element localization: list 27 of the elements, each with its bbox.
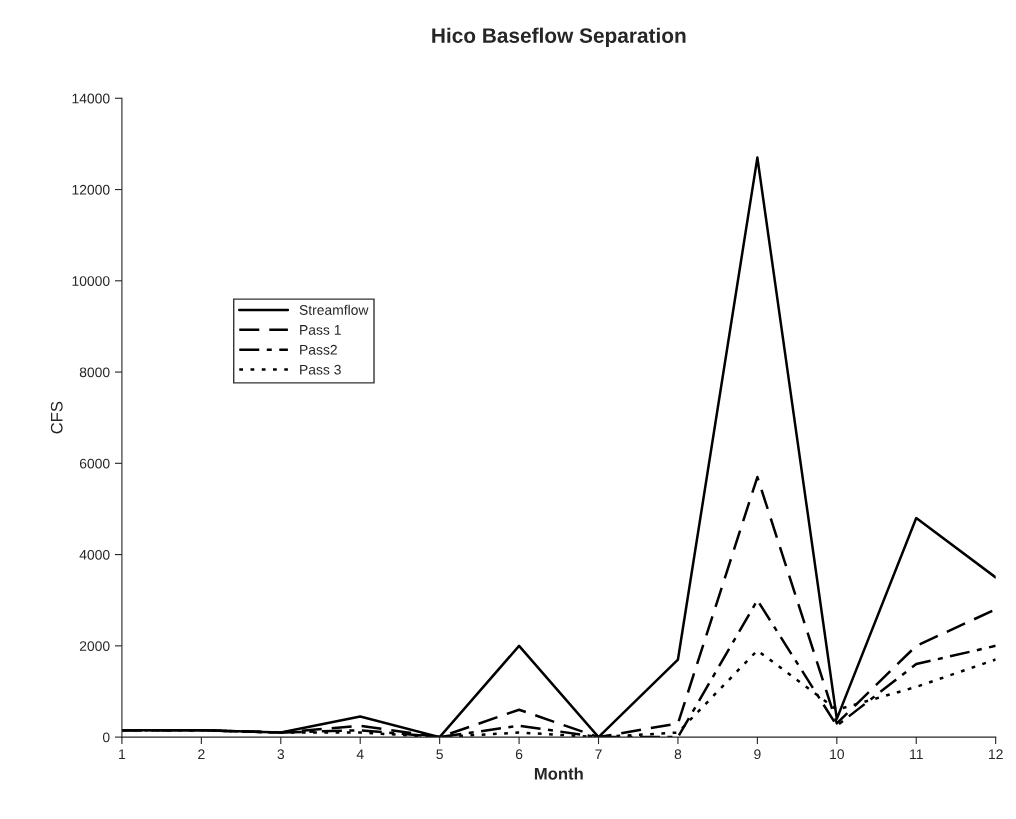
- x-axis-title: Month: [534, 767, 583, 780]
- x-tick-label: 10: [830, 749, 844, 760]
- x-tick-label: 5: [436, 749, 443, 760]
- x-tick-label: 2: [198, 749, 205, 759]
- x-tick-label: 7: [595, 749, 602, 759]
- x-tick-label: 11: [910, 749, 923, 759]
- x-tick-label: 6: [515, 749, 523, 760]
- x-tick-label: 3: [277, 749, 285, 760]
- legend-label: Pass2: [300, 344, 337, 355]
- y-tick-label: 8000: [79, 367, 110, 378]
- y-tick-label: 12000: [72, 184, 110, 195]
- chart-title: Hico Baseflow Separation: [432, 27, 686, 48]
- legend-label: Streamflow: [299, 304, 369, 315]
- legend-label: Pass 1: [300, 325, 341, 335]
- y-tick-label: 14000: [72, 93, 110, 104]
- y-tick-label: 0: [102, 732, 110, 743]
- x-tick-label: 9: [754, 749, 761, 760]
- y-tick-label: 2000: [79, 641, 110, 652]
- x-tick-label: 4: [356, 749, 364, 759]
- y-axis-title: CFS: [50, 401, 63, 434]
- x-tick-label: 1: [119, 749, 126, 759]
- x-tick-label: 12: [989, 749, 1003, 759]
- legend-label: Pass 3: [300, 364, 341, 375]
- x-tick-label: 8: [674, 749, 682, 760]
- y-tick-label: 4000: [79, 549, 110, 560]
- y-tick-label: 10000: [72, 276, 110, 286]
- y-tick-label: 6000: [79, 458, 110, 469]
